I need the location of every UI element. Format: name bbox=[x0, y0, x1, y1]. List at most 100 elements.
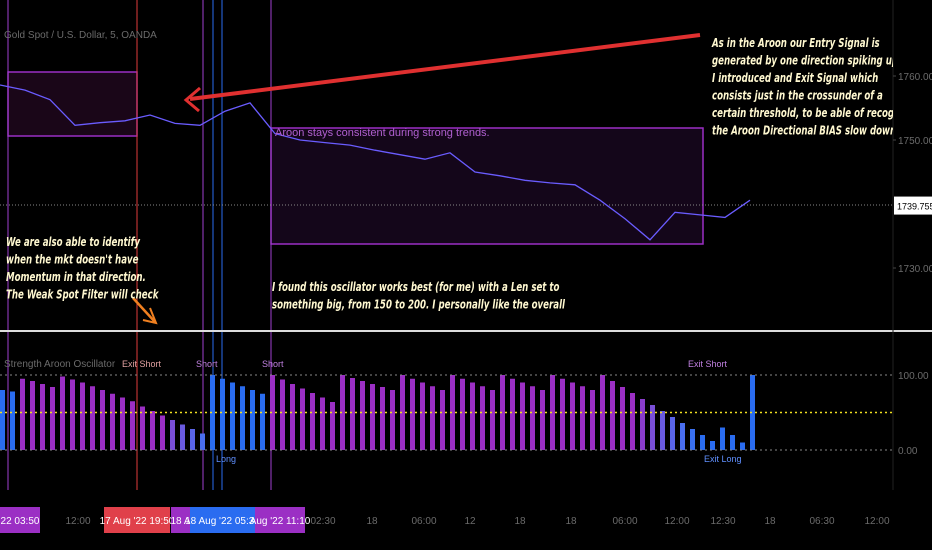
osc-bar bbox=[110, 393, 115, 450]
osc-bar bbox=[490, 390, 495, 450]
osc-bar bbox=[250, 390, 255, 450]
arrow bbox=[189, 33, 701, 101]
osc-bar bbox=[200, 433, 205, 450]
annotation-line: consists just in the crossunder of a bbox=[712, 89, 883, 103]
time-badge bbox=[190, 507, 255, 533]
time-badge-label: 18 A bbox=[170, 516, 190, 527]
time-label: 18 bbox=[366, 516, 378, 527]
time-label: 06:30 bbox=[809, 516, 834, 527]
time-label: 12:00 bbox=[664, 516, 689, 527]
osc-bar bbox=[680, 423, 685, 450]
time-badge bbox=[0, 507, 40, 533]
osc-bar bbox=[730, 435, 735, 450]
time-label: 06:00 bbox=[612, 516, 637, 527]
annotation: As in the Aroon our Entry Signal is gener… bbox=[711, 37, 924, 138]
osc-bar bbox=[660, 411, 665, 450]
y-tick-label: 100.00 bbox=[898, 371, 929, 382]
osc-bar bbox=[650, 405, 655, 450]
time-badge bbox=[255, 507, 305, 533]
signal-label: Long bbox=[216, 454, 236, 464]
osc-bar bbox=[410, 378, 415, 450]
osc-bar bbox=[400, 375, 405, 450]
osc-bar bbox=[520, 382, 525, 450]
arrow-head bbox=[183, 86, 201, 113]
osc-bar bbox=[570, 382, 575, 450]
osc-bar bbox=[450, 375, 455, 450]
time-badge bbox=[104, 507, 170, 533]
annotation-line: certain threshold, to be able of recogni… bbox=[712, 107, 924, 121]
y-tick-label: 1750.000 bbox=[898, 136, 932, 147]
time-label: 12 bbox=[464, 516, 476, 527]
osc-bar bbox=[630, 393, 635, 450]
osc-bar bbox=[280, 379, 285, 450]
osc-bar bbox=[470, 382, 475, 450]
osc-bar bbox=[220, 378, 225, 450]
osc-bar bbox=[670, 417, 675, 450]
osc-bar bbox=[70, 379, 75, 450]
osc-bar bbox=[540, 390, 545, 450]
osc-bar bbox=[160, 415, 165, 450]
osc-bar bbox=[170, 420, 175, 450]
osc-bar bbox=[270, 375, 275, 450]
osc-bar bbox=[550, 375, 555, 450]
osc-bar bbox=[310, 393, 315, 450]
osc-bar bbox=[100, 390, 105, 450]
osc-bar bbox=[640, 399, 645, 450]
osc-bar bbox=[440, 390, 445, 450]
osc-bar bbox=[690, 429, 695, 450]
osc-bar bbox=[560, 378, 565, 450]
time-label: 18 bbox=[565, 516, 577, 527]
osc-bar bbox=[350, 378, 355, 450]
price-line bbox=[0, 84, 751, 241]
osc-bar bbox=[430, 386, 435, 450]
annotation-line: something big, from 150 to 200. I person… bbox=[272, 298, 565, 312]
time-label: 02:30 bbox=[310, 516, 335, 527]
range-box bbox=[270, 127, 704, 245]
osc-bar bbox=[590, 390, 595, 450]
annotation-line: I introduced and Exit Signal which bbox=[712, 72, 878, 86]
time-badge-label: 18 Aug '22 05:35 bbox=[185, 516, 260, 527]
osc-bar bbox=[180, 424, 185, 450]
y-tick-label: 1730.000 bbox=[898, 264, 932, 275]
symbol-title: Gold Spot / U.S. Dollar, 5, OANDA bbox=[4, 30, 157, 41]
osc-bar bbox=[510, 378, 515, 450]
box-note: Aroon stays consistent during strong tre… bbox=[275, 127, 490, 139]
price-badge-label: 1739.755 bbox=[897, 202, 932, 212]
osc-bar bbox=[20, 378, 25, 450]
arrow-head bbox=[142, 307, 158, 325]
time-badge-label: 17 Aug '22 19:50 bbox=[100, 516, 175, 527]
annotation-line: the Aroon Directional BIAS slow down. bbox=[712, 124, 899, 138]
osc-bar bbox=[240, 386, 245, 450]
osc-bar bbox=[500, 375, 505, 450]
price-badge bbox=[894, 196, 932, 215]
osc-bar bbox=[0, 390, 5, 450]
osc-bar bbox=[150, 411, 155, 450]
indicator-title: Strength Aroon Oscillator bbox=[4, 359, 116, 370]
time-label: 12:30 bbox=[710, 516, 735, 527]
osc-bar bbox=[530, 386, 535, 450]
signal-label: Exit Short bbox=[122, 359, 162, 369]
osc-bar bbox=[10, 391, 15, 450]
osc-bar bbox=[700, 435, 705, 450]
time-badge bbox=[171, 507, 190, 533]
osc-bar bbox=[380, 387, 385, 450]
annotation-line: generated by one direction spiking up, bbox=[712, 54, 901, 68]
osc-bar bbox=[60, 376, 65, 450]
arrow bbox=[132, 297, 156, 323]
osc-bar bbox=[480, 386, 485, 450]
osc-bar bbox=[340, 375, 345, 450]
osc-bar bbox=[580, 386, 585, 450]
osc-bar bbox=[330, 402, 335, 450]
osc-bar bbox=[360, 381, 365, 450]
osc-bar bbox=[120, 397, 125, 450]
signal-label: Exit Short bbox=[688, 359, 728, 369]
time-label: 18 bbox=[764, 516, 776, 527]
osc-bar bbox=[260, 393, 265, 450]
annotation-line: As in the Aroon our Entry Signal is bbox=[711, 37, 879, 51]
y-tick-label: 1760.000 bbox=[898, 72, 932, 83]
osc-bar bbox=[190, 429, 195, 450]
time-badge-label: 22 03:50 bbox=[1, 516, 40, 527]
osc-bar bbox=[740, 442, 745, 450]
